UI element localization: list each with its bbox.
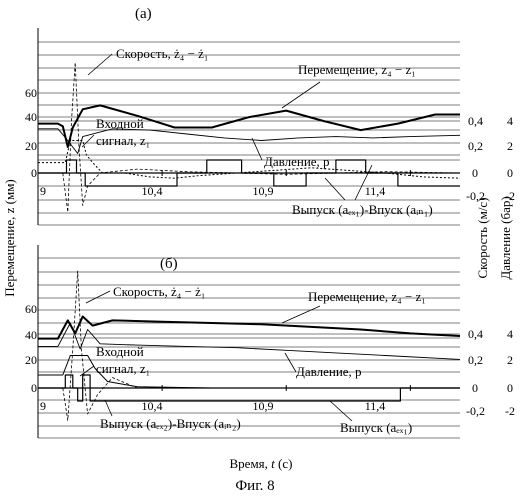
b-x-tick-104: 10,4	[142, 399, 163, 413]
y-axis-label-left: Перемещение, z (мм)	[2, 179, 17, 297]
a-annot-input-2: сигнал, z₁	[96, 133, 150, 148]
a-x-tick-114: 11,4	[365, 184, 386, 198]
a-pres-tick-4: 4	[507, 114, 513, 128]
a-left-tick-60: 60	[25, 86, 37, 100]
b-leader-pressure	[285, 353, 296, 372]
a-annot-displacement: Перемещение, z₄ − z₁	[298, 62, 416, 77]
b-left-tick-0: 0	[31, 381, 37, 395]
a-leader-input	[82, 135, 94, 147]
b-vel-tick-04: 0,4	[468, 327, 483, 341]
b-pres-tick-2: 2	[507, 353, 513, 367]
a-left-tick-0: 0	[31, 166, 37, 180]
a-x-tick-9: 9	[40, 184, 46, 198]
b-annot-velocity: Скорость, ż₄ − ż₁	[113, 284, 205, 299]
a-leader-pressure	[252, 138, 262, 160]
a-left-tick-20: 20	[25, 139, 37, 153]
a-annot-valve: Выпуск (aₑₓ₁)-Впуск (aᵢₙ₁)	[292, 202, 433, 217]
a-annot-velocity: Скорость, ż₄ − ż₁	[116, 46, 208, 61]
b-pres-tick-m2: -2	[505, 404, 515, 418]
b-vel-tick-m02: -0,2	[466, 404, 485, 418]
b-annot-displacement: Перемещение, z₄ − z₁	[308, 289, 426, 304]
b-x-tick-114: 11,4	[365, 399, 386, 413]
a-vel-tick-04: 0,4	[468, 114, 483, 128]
a-annot-pressure: Давление, p	[264, 154, 330, 169]
a-left-tick-40: 40	[25, 110, 37, 124]
panel-b-series-0	[38, 317, 460, 339]
panel-b-label: (б)	[160, 256, 178, 272]
b-left-tick-40: 40	[25, 328, 37, 342]
b-left-tick-60: 60	[25, 302, 37, 316]
a-x-tick-104: 10,4	[142, 184, 163, 198]
b-x-tick-109: 10,9	[253, 399, 274, 413]
a-annot-input-1: Входной	[96, 116, 144, 131]
a-leader-valve-1	[325, 178, 345, 200]
b-leader-valve2	[330, 401, 352, 421]
y-axis-label-right-velocity: Скорость (м/с)	[475, 197, 490, 278]
b-leader-velocity	[86, 291, 110, 303]
b-leader-valve1	[105, 400, 112, 416]
b-pres-tick-0: 0	[507, 381, 513, 395]
a-pres-tick-0: 0	[507, 166, 513, 180]
figure-caption: Фиг. 8	[235, 478, 274, 494]
b-annot-input-2: сигнал, z₁	[96, 361, 150, 376]
x-axis-label: Время, t (с)	[230, 456, 293, 471]
panel-a-label: (а)	[135, 6, 152, 22]
a-x-tick-109: 10,9	[253, 184, 274, 198]
b-pres-tick-4: 4	[507, 327, 513, 341]
b-annot-pressure: Давление, p	[296, 364, 362, 379]
y-axis-label-right-pressure: Давление (бар)	[498, 196, 513, 279]
b-vel-tick-02: 0,2	[468, 353, 483, 367]
a-vel-tick-02: 0,2	[468, 139, 483, 153]
a-leader-displacement	[282, 82, 320, 108]
b-left-tick-20: 20	[25, 353, 37, 367]
b-x-tick-9: 9	[40, 399, 46, 413]
b-leader-displacement	[282, 306, 320, 323]
a-leader-velocity	[88, 54, 112, 75]
panel-b-grid	[38, 245, 460, 438]
b-annot-input-1: Входной	[96, 344, 144, 359]
b-annot-valve2: Выпуск (aₑₓ₁)	[340, 420, 412, 435]
b-annot-valve1: Выпуск (aₑₓ₂)-Впуск (aᵢₙ₂)	[100, 416, 241, 431]
a-pres-tick-2: 2	[507, 139, 513, 153]
b-vel-tick-0: 0	[472, 381, 478, 395]
a-vel-tick-0: 0	[472, 166, 478, 180]
